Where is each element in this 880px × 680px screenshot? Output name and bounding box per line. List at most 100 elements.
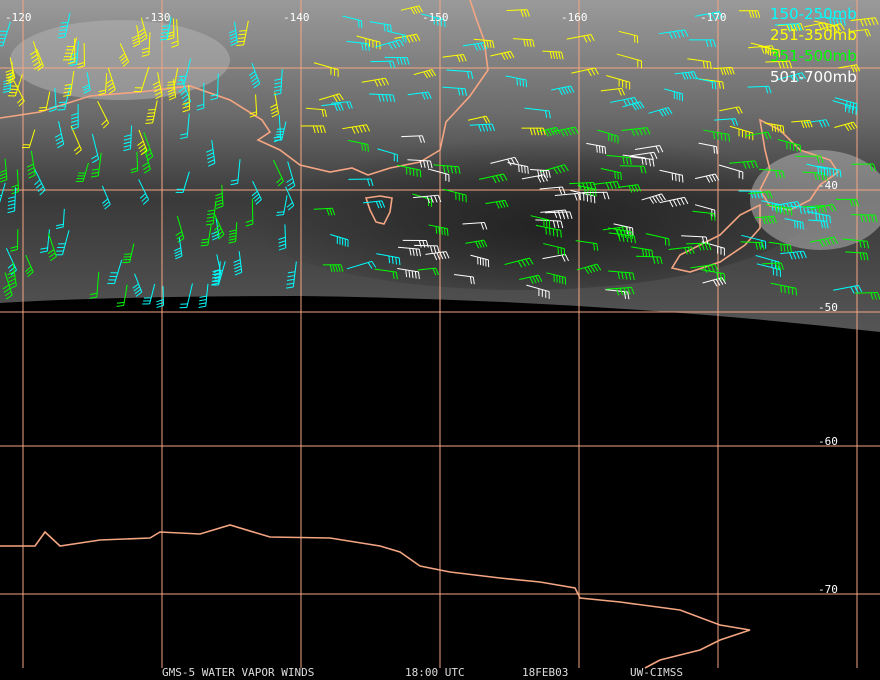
barb-shaft (485, 199, 505, 205)
barb-feather (395, 257, 397, 265)
barb-feather (829, 17, 832, 25)
longitude-label: -140 (283, 11, 310, 24)
wind-barb (849, 28, 871, 37)
barb-shaft (136, 25, 141, 44)
barb-feather (723, 273, 726, 281)
barb-shaft (47, 233, 57, 257)
wind-barb (765, 60, 793, 69)
barb-feather (789, 245, 792, 253)
barb-feather (720, 272, 722, 281)
wind-barb (490, 156, 519, 166)
barb-shaft (610, 96, 635, 103)
barb-shaft (542, 50, 562, 53)
barb-feather (91, 168, 100, 171)
wind-barb (816, 165, 842, 178)
barb-feather (504, 200, 509, 208)
barb-feather (57, 143, 64, 149)
barb-feather (213, 225, 221, 231)
barb-feather (425, 240, 429, 248)
barb-feather (510, 157, 516, 165)
barb-shaft (849, 28, 868, 32)
wind-barb (133, 66, 150, 93)
barb-feather (166, 37, 175, 41)
barb-shaft (5, 247, 17, 271)
barb-feather (775, 49, 778, 57)
barb-shaft (833, 284, 859, 291)
barb-shaft (221, 184, 224, 207)
wind-barb (668, 246, 695, 255)
barb-feather (362, 125, 367, 133)
barb-feather (334, 264, 338, 272)
barb-feather (523, 39, 526, 47)
barb-feather (680, 197, 685, 205)
barb-feather (252, 80, 259, 86)
barb-shaft (417, 267, 436, 271)
barb-feather (770, 216, 775, 224)
barb-feather (621, 271, 624, 280)
barb-feather (472, 276, 475, 285)
barb-feather (405, 167, 408, 175)
barb-feather (367, 144, 369, 152)
barb-feather (381, 200, 386, 208)
barb-feather (560, 220, 564, 229)
barb-shaft (834, 97, 857, 105)
barb-shaft (748, 191, 770, 195)
wind-barb (813, 20, 839, 34)
barb-feather (412, 34, 418, 42)
wind-barb (342, 15, 363, 29)
barb-feather (516, 78, 518, 86)
barb-shaft (490, 50, 511, 57)
barb-feather (774, 124, 777, 132)
barb-feather (819, 239, 824, 247)
barb-feather (167, 88, 175, 93)
barb-feather (322, 125, 326, 134)
barb-feather (594, 67, 599, 75)
wind-barb (606, 154, 632, 165)
barb-feather (210, 93, 218, 97)
wind-barb (748, 191, 773, 199)
barb-feather (709, 39, 713, 47)
barb-feather (2, 90, 11, 93)
barb-feather (492, 176, 497, 184)
barb-shaft (719, 106, 740, 112)
barb-feather (793, 201, 798, 209)
barb-shaft (237, 159, 241, 184)
barb-feather (815, 213, 818, 221)
barb-shaft (370, 60, 393, 63)
barb-feather (561, 52, 564, 60)
barb-feather (142, 162, 149, 167)
barb-shaft (428, 224, 448, 230)
barb-feather (768, 86, 772, 94)
wind-barb (634, 145, 664, 153)
barb-feather (629, 157, 632, 165)
barb-feather (822, 119, 827, 128)
barb-feather (183, 97, 190, 103)
barb-feather (832, 168, 835, 177)
wind-barb (7, 187, 17, 214)
barb-feather (106, 82, 114, 88)
barb-feather (143, 148, 151, 154)
wind-barb (196, 82, 205, 111)
barb-feather (715, 12, 720, 20)
barb-feather (446, 228, 449, 236)
barb-feather (239, 29, 247, 32)
barb-feather (54, 133, 62, 138)
wind-barb (77, 43, 86, 69)
barb-feather (123, 141, 131, 145)
barb-feather (593, 182, 597, 190)
barb-feather (629, 235, 633, 243)
barb-feather (131, 34, 139, 39)
barb-shaft (176, 19, 179, 45)
barb-feather (215, 205, 224, 210)
barb-feather (529, 127, 533, 136)
barb-shaft (462, 222, 485, 225)
barb-shaft (702, 277, 723, 284)
barb-feather (622, 234, 625, 242)
barb-feather (627, 291, 630, 300)
wind-barb (616, 53, 643, 69)
barb-feather (55, 226, 64, 229)
wind-barb (605, 289, 630, 300)
barb-feather (27, 271, 34, 277)
barb-feather (388, 94, 392, 102)
barb-feather (480, 222, 485, 230)
